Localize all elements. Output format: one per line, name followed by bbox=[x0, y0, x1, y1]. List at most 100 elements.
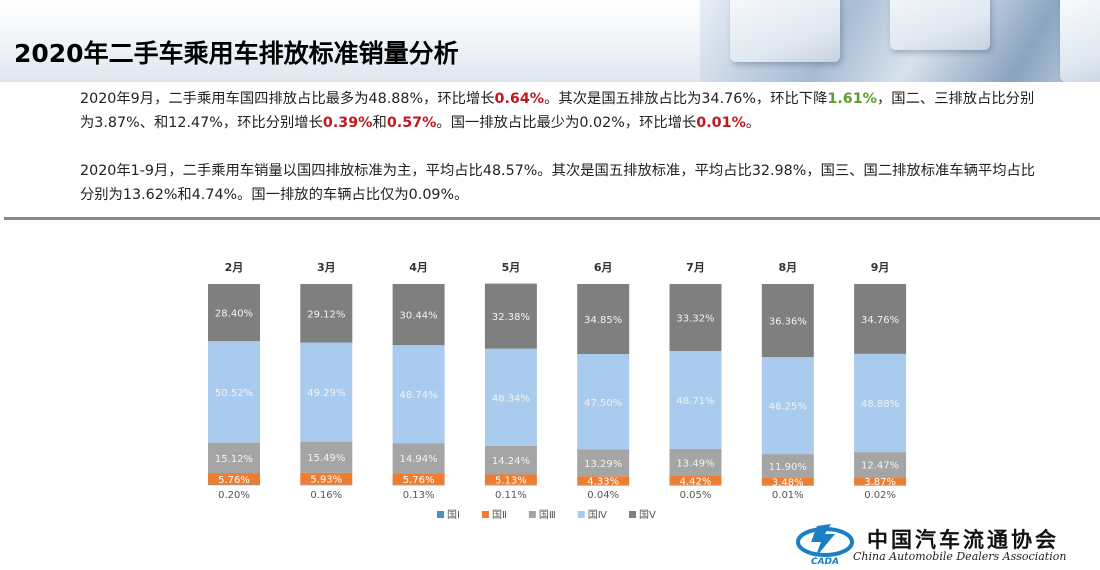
data-label: 5.76% bbox=[218, 475, 250, 486]
page-title: 2020年二手车乘用车排放标准销量分析 bbox=[14, 39, 459, 68]
bar-segment bbox=[669, 484, 722, 486]
data-label: 11.90% bbox=[769, 462, 807, 473]
data-label: 0.05% bbox=[680, 490, 712, 501]
data-label: 33.32% bbox=[676, 314, 714, 325]
bar-segment bbox=[300, 441, 353, 473]
category-label: 5月 bbox=[502, 261, 521, 274]
bar-segment bbox=[669, 476, 722, 485]
bar-segment bbox=[577, 476, 630, 485]
data-label: 15.49% bbox=[307, 453, 345, 464]
category-label: 8月 bbox=[778, 261, 797, 274]
data-label: 36.36% bbox=[769, 317, 807, 328]
data-label: 4.42% bbox=[680, 476, 712, 487]
bar-segment bbox=[854, 353, 907, 453]
data-label: 48.34% bbox=[492, 393, 530, 404]
legend-swatch bbox=[577, 511, 585, 518]
bar-segment bbox=[208, 341, 260, 443]
bar-segment bbox=[669, 448, 722, 477]
data-label: 29.12% bbox=[307, 309, 345, 320]
cada-logo-mark-icon: CADA bbox=[796, 524, 854, 566]
bar-segment bbox=[854, 452, 907, 478]
data-label: 34.85% bbox=[584, 315, 622, 326]
logo-chinese-name: 中国汽车流通协会 bbox=[867, 527, 1059, 552]
section-divider bbox=[4, 217, 1100, 220]
cada-logo: CADA 中国汽车流通协会 China Automobile Dealers A… bbox=[795, 520, 1095, 566]
data-label: 3.48% bbox=[772, 477, 804, 488]
data-label: 32.38% bbox=[492, 312, 530, 323]
category-label: 3月 bbox=[317, 261, 336, 274]
title-banner: 2020年二手车乘用车排放标准销量分析 bbox=[0, 0, 1100, 82]
data-label: 0.16% bbox=[310, 490, 342, 501]
data-label: 4.33% bbox=[587, 477, 619, 488]
data-label: 5.13% bbox=[495, 476, 527, 487]
highlight-decrease: 1.61% bbox=[827, 91, 878, 107]
category-label: 9月 bbox=[871, 261, 890, 274]
bar-segment bbox=[669, 284, 722, 351]
data-label: 48.74% bbox=[400, 390, 438, 401]
emission-stacked-bar-chart: 2月 0.20% 5.76% 15.12% 50.52% 28.40% 3月 0.16% 5.9… bbox=[208, 261, 907, 521]
legend-label: 国Ⅲ bbox=[539, 509, 556, 521]
monthly-summary: 2020年9月，二手乘用车国四排放占比最多为48.88%，环比增长0.64%。其… bbox=[80, 87, 1040, 135]
data-label: 28.40% bbox=[215, 309, 253, 320]
bar-segment bbox=[669, 350, 722, 449]
highlight-increase: 0.57% bbox=[386, 115, 437, 131]
data-label: 13.29% bbox=[584, 459, 622, 470]
bar-segment bbox=[392, 345, 445, 444]
category-label: 6月 bbox=[594, 261, 613, 274]
data-label: 5.76% bbox=[403, 475, 435, 486]
data-label: 49.29% bbox=[307, 388, 345, 399]
highlight-increase: 0.39% bbox=[322, 115, 373, 131]
data-label: 50.52% bbox=[215, 388, 253, 399]
bar-segment bbox=[761, 284, 814, 358]
data-label: 0.04% bbox=[587, 490, 619, 501]
data-label: 13.49% bbox=[676, 458, 714, 469]
bar-segment bbox=[208, 442, 260, 474]
data-label: 0.13% bbox=[403, 490, 435, 501]
data-label: 0.02% bbox=[864, 490, 896, 501]
bar-segment bbox=[208, 284, 260, 342]
summary-text: ，国二、三排放占比分别为3.87%、和12.47%，环比分别增长 bbox=[80, 91, 1035, 131]
data-label: 15.12% bbox=[215, 454, 253, 465]
bar-segment bbox=[484, 445, 537, 475]
bar-segment bbox=[392, 484, 445, 486]
bar-segment bbox=[854, 477, 907, 485]
highlight-increase: 0.01% bbox=[696, 115, 746, 131]
data-label: 48.88% bbox=[861, 399, 899, 410]
legend-label: 国Ⅳ bbox=[588, 509, 608, 521]
bar-segment bbox=[208, 473, 260, 485]
summary-text: 和 bbox=[372, 115, 387, 131]
data-label: 14.24% bbox=[492, 456, 530, 467]
category-label: 2月 bbox=[225, 261, 244, 274]
category-label: 4月 bbox=[409, 261, 428, 274]
legend-swatch bbox=[481, 511, 489, 518]
highlight-increase: 0.64% bbox=[494, 91, 545, 107]
bar-segment bbox=[300, 472, 353, 485]
bar-segment bbox=[577, 354, 630, 450]
bar-segment bbox=[761, 484, 814, 486]
data-label: 0.11% bbox=[495, 490, 527, 501]
bar-segment bbox=[577, 283, 630, 355]
bar-segment bbox=[300, 484, 353, 486]
category-label: 7月 bbox=[686, 261, 705, 274]
summary-text: 。国一排放占比最少为0.02%，环比增长 bbox=[436, 115, 697, 131]
data-label: 12.47% bbox=[861, 461, 899, 472]
bar-segment bbox=[300, 342, 353, 442]
data-label: 48.25% bbox=[769, 402, 807, 413]
bar-segment bbox=[577, 484, 630, 486]
bar-segment bbox=[854, 284, 907, 354]
summary-text: 。 bbox=[745, 115, 761, 131]
ytd-summary: 2020年1-9月，二手乘用车销量以国四排放标准为主，平均占比48.57%。其次… bbox=[80, 163, 1036, 203]
cada-mark-text: CADA bbox=[811, 557, 839, 566]
legend-swatch bbox=[528, 511, 536, 518]
data-label: 0.20% bbox=[218, 490, 250, 501]
data-label: 47.50% bbox=[584, 398, 622, 409]
bar-segment bbox=[484, 283, 537, 349]
data-label: 48.71% bbox=[676, 396, 714, 407]
bar-segment bbox=[484, 348, 537, 446]
bar-segment bbox=[392, 283, 445, 346]
data-label: 5.93% bbox=[310, 475, 342, 486]
legend-label: 国Ⅱ bbox=[492, 509, 507, 521]
bar-segment bbox=[208, 484, 260, 486]
logo-english-name: China Automobile Dealers Association bbox=[853, 550, 1067, 563]
bar-segment bbox=[761, 357, 814, 455]
